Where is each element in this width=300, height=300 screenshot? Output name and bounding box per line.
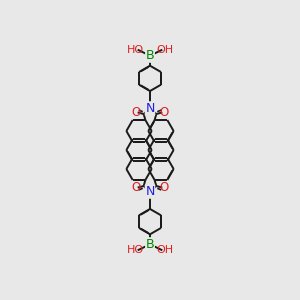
Text: O: O bbox=[160, 181, 169, 194]
Text: O: O bbox=[160, 106, 169, 119]
Text: O: O bbox=[131, 181, 140, 194]
Text: B: B bbox=[146, 49, 154, 62]
Text: OH: OH bbox=[156, 245, 174, 255]
Text: N: N bbox=[145, 185, 155, 198]
Text: N: N bbox=[145, 102, 155, 115]
Text: B: B bbox=[146, 238, 154, 251]
Text: HO: HO bbox=[126, 45, 144, 55]
Text: HO: HO bbox=[126, 245, 144, 255]
Text: O: O bbox=[131, 106, 140, 119]
Text: OH: OH bbox=[156, 45, 174, 55]
